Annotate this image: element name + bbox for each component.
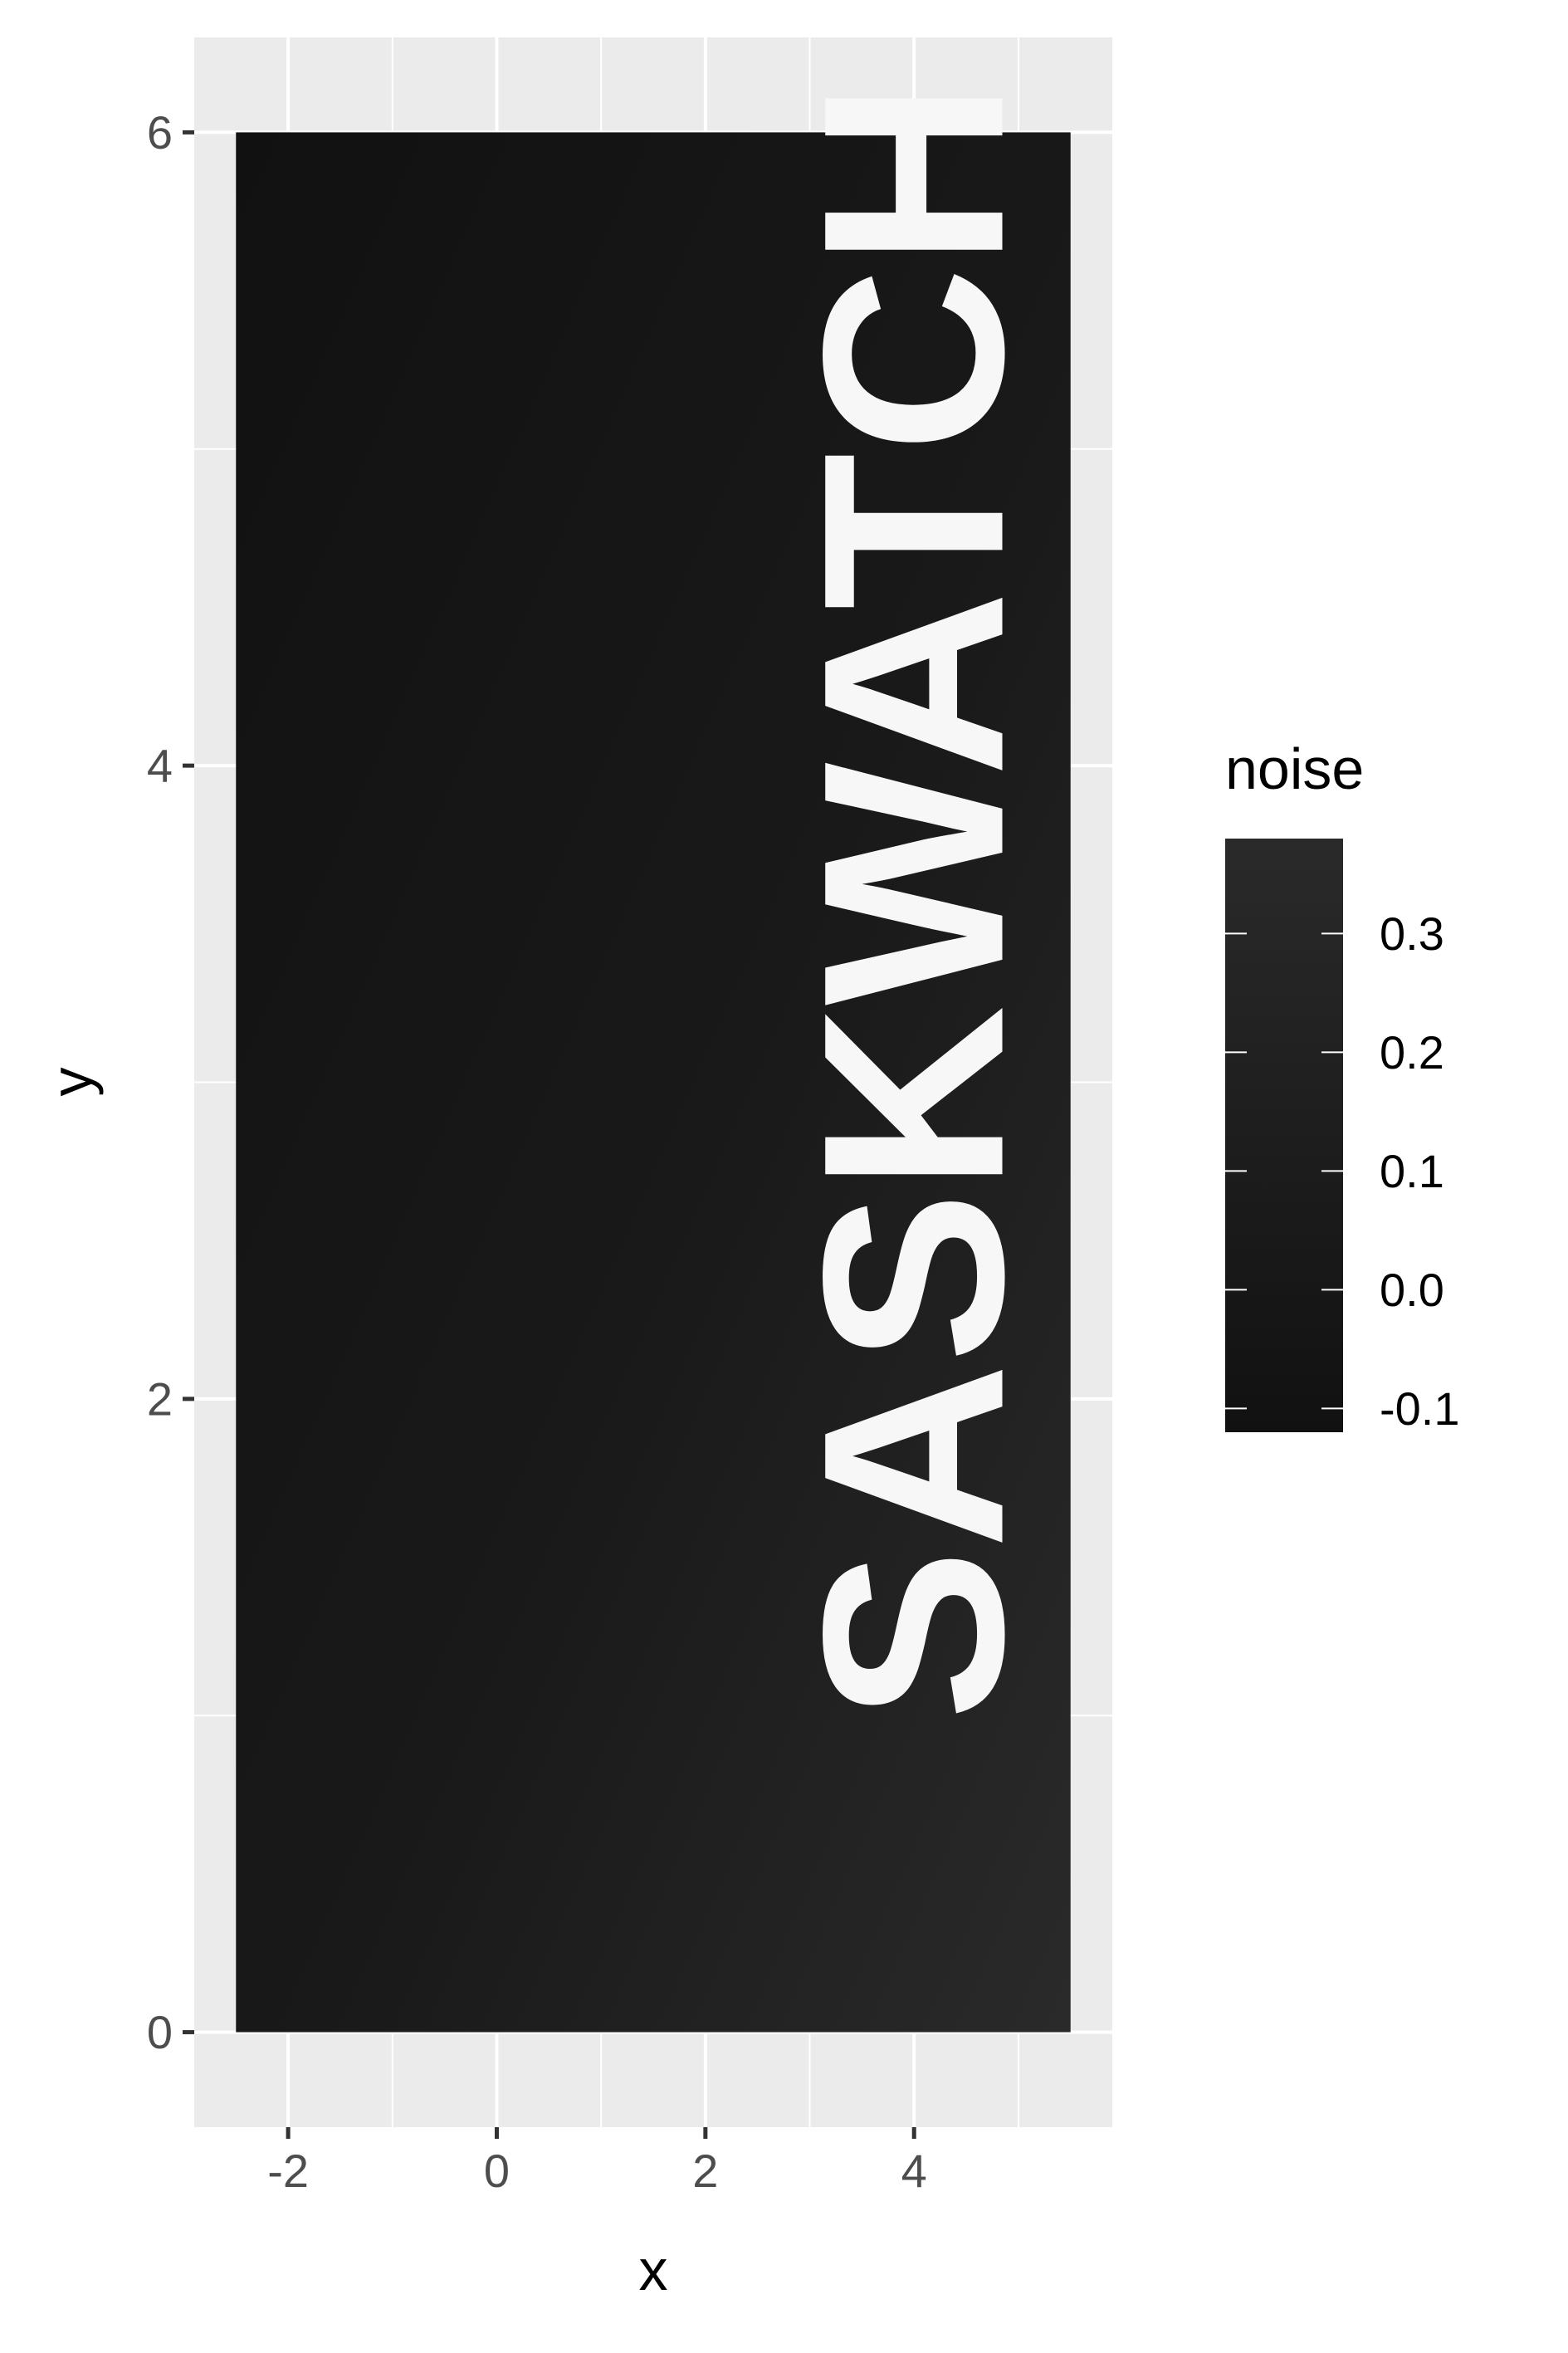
y-axis-title: y	[39, 1068, 104, 1097]
legend-label: -0.1	[1380, 1382, 1460, 1435]
x-tick-label: 4	[901, 2145, 927, 2197]
noise-raster	[236, 132, 1071, 2033]
saskwatch-annotation: SASKWATCH	[769, 81, 1058, 1721]
legend-ticks: -0.1 0.0 0.1 0.2 0.3	[1225, 907, 1460, 1435]
y-tick-label: 2	[147, 1372, 173, 1425]
y-tick-label: 4	[147, 740, 173, 792]
x-axis-title: x	[639, 2238, 668, 2302]
legend-title: noise	[1225, 736, 1364, 801]
y-tick-label: 6	[147, 106, 173, 159]
legend-label: 0.0	[1380, 1264, 1444, 1316]
x-tick-label: -2	[267, 2145, 309, 2197]
legend-label: 0.1	[1380, 1145, 1444, 1197]
y-tick-label: 0	[147, 2006, 173, 2058]
x-tick-label: 0	[484, 2145, 510, 2197]
legend-label: 0.3	[1380, 907, 1444, 960]
y-axis: 0 2 4 6	[147, 106, 194, 2058]
legend: noise -0.1 0.0 0.1 0.2 0.3	[1225, 736, 1460, 1435]
legend-label: 0.2	[1380, 1026, 1444, 1079]
x-tick-label: 2	[692, 2145, 718, 2197]
x-axis: -2 0 2 4	[267, 2127, 927, 2197]
legend-colorbar	[1225, 839, 1343, 1432]
